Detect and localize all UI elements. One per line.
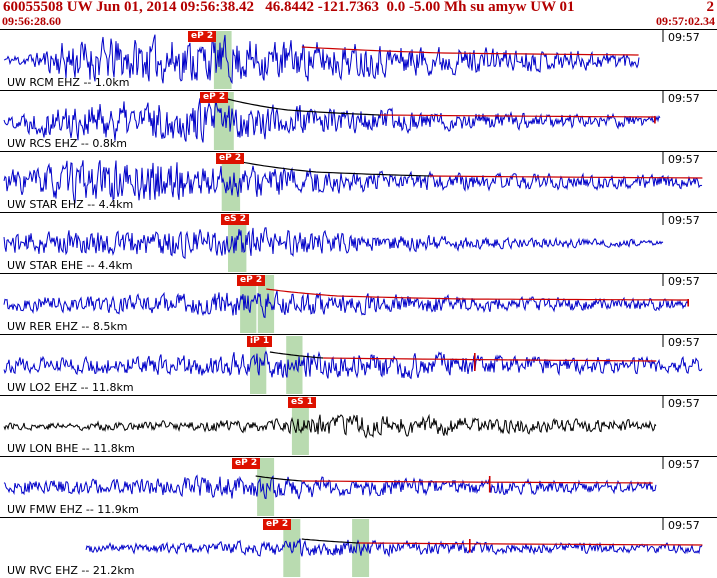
coda-decay-curve bbox=[241, 161, 430, 177]
station-label: UW LO2 EHZ -- 11.8km bbox=[7, 381, 134, 394]
coda-window-band bbox=[228, 214, 247, 272]
waveform bbox=[3, 290, 689, 319]
event-header: 60055508 UW Jun 01, 2014 09:56:38.42 46.… bbox=[0, 0, 717, 15]
coda-window-band bbox=[250, 336, 267, 394]
pick-flag[interactable]: eS 2 bbox=[221, 214, 249, 225]
coda-window-band bbox=[286, 336, 303, 394]
waveform bbox=[3, 98, 661, 143]
station-label: UW RER EHZ -- 8.5km bbox=[7, 320, 128, 333]
waveform bbox=[3, 34, 640, 85]
trace-row-RCS-EHZ[interactable]: eP 2 09:57 UW RCS EHZ -- 0.8km bbox=[0, 90, 717, 151]
coda-window-band bbox=[291, 397, 309, 455]
pick-flag[interactable]: iP 1 bbox=[247, 336, 273, 347]
station-label: UW FMW EHZ -- 11.9km bbox=[7, 503, 139, 516]
trace-plot bbox=[85, 518, 703, 577]
minute-time-label: 09:57 bbox=[668, 336, 700, 349]
event-header-extra: 2 bbox=[706, 0, 715, 15]
coda-decay-curve bbox=[266, 288, 689, 301]
pick-flag[interactable]: eP 2 bbox=[216, 153, 245, 164]
trace-row-STAR-EHE[interactable]: eS 2 09:57 UW STAR EHE -- 4.4km bbox=[0, 212, 717, 273]
station-label: UW RVC EHZ -- 21.2km bbox=[7, 564, 135, 577]
minute-time-label: 09:57 bbox=[668, 92, 700, 105]
station-label: UW STAR EHE -- 4.4km bbox=[7, 259, 133, 272]
waveform bbox=[3, 160, 703, 204]
trace-plot bbox=[3, 30, 664, 89]
trace-plot bbox=[3, 274, 690, 333]
waveform bbox=[3, 474, 657, 500]
station-label: UW RCM EHZ -- 1.0km bbox=[7, 76, 130, 89]
trace-row-RCM-EHZ[interactable]: eP 2 09:57 UW RCM EHZ -- 1.0km bbox=[0, 29, 717, 90]
station-label: UW LON BHE -- 11.8km bbox=[7, 442, 135, 455]
window-start-time: 09:56:28.60 bbox=[2, 14, 61, 28]
coda-window-band bbox=[213, 31, 232, 89]
time-window-row: 09:56:28.60 09:57:02.34 bbox=[0, 15, 717, 29]
trace-row-STAR-EHZ[interactable]: eP 2 09:57 UW STAR EHZ -- 4.4km bbox=[0, 151, 717, 212]
waveform bbox=[3, 227, 664, 260]
minute-time-label: 09:57 bbox=[668, 397, 700, 410]
minute-time-label: 09:57 bbox=[668, 458, 700, 471]
station-label: UW STAR EHZ -- 4.4km bbox=[7, 198, 134, 211]
minute-time-label: 09:57 bbox=[668, 275, 700, 288]
coda-decay-curve bbox=[301, 538, 359, 544]
trace-plot bbox=[3, 91, 664, 150]
trace-row-FMW-EHZ[interactable]: eP 2 09:57 UW FMW EHZ -- 11.9km bbox=[0, 456, 717, 517]
coda-decay-curve bbox=[227, 98, 380, 116]
waveform bbox=[85, 538, 703, 558]
station-label: UW RCS EHZ -- 0.8km bbox=[7, 137, 127, 150]
pick-flag[interactable]: eP 2 bbox=[237, 275, 266, 286]
pick-flag[interactable]: eP 2 bbox=[232, 458, 261, 469]
trace-plot bbox=[3, 396, 664, 455]
coda-decay-curve bbox=[379, 114, 655, 118]
minute-time-label: 09:57 bbox=[668, 214, 700, 227]
coda-decay-curve bbox=[301, 480, 653, 484]
window-end-time: 09:57:02.34 bbox=[656, 14, 715, 28]
trace-row-RER-EHZ[interactable]: eP 2 09:57 UW RER EHZ -- 8.5km bbox=[0, 273, 717, 334]
pick-flag[interactable]: eS 1 bbox=[288, 397, 316, 408]
coda-window-band bbox=[283, 519, 301, 577]
trace-plot bbox=[3, 213, 664, 272]
coda-decay-curve bbox=[301, 46, 639, 56]
trace-plot bbox=[3, 335, 703, 394]
coda-decay-curve bbox=[269, 351, 324, 359]
trace-plot bbox=[3, 152, 703, 211]
trace-row-RVC-EHZ[interactable]: eP 2 09:57 UW RVC EHZ -- 21.2km bbox=[0, 517, 717, 578]
trace-list: eP 2 09:57 UW RCM EHZ -- 1.0km eP 2 09:57 UW … bbox=[0, 29, 717, 578]
pick-flag[interactable]: eP 2 bbox=[200, 92, 229, 103]
coda-decay-curve bbox=[255, 475, 302, 482]
trace-row-LO2-EHZ[interactable]: iP 1 09:57 UW LO2 EHZ -- 11.8km bbox=[0, 334, 717, 395]
event-summary: 60055508 UW Jun 01, 2014 09:56:38.42 46.… bbox=[3, 0, 575, 15]
pick-flag[interactable]: eP 2 bbox=[188, 31, 217, 42]
waveform bbox=[3, 413, 657, 439]
coda-decay-curve bbox=[323, 357, 657, 362]
coda-decay-curve bbox=[429, 175, 703, 179]
waveform bbox=[3, 350, 703, 380]
coda-decay-curve bbox=[358, 542, 703, 546]
coda-window-band bbox=[257, 458, 275, 516]
coda-window-band bbox=[352, 519, 370, 577]
minute-time-label: 09:57 bbox=[668, 31, 700, 44]
minute-time-label: 09:57 bbox=[668, 519, 700, 532]
pick-flag[interactable]: eP 2 bbox=[263, 519, 292, 530]
trace-plot bbox=[3, 457, 664, 516]
minute-time-label: 09:57 bbox=[668, 153, 700, 166]
trace-row-LON-BHE[interactable]: eS 1 09:57 UW LON BHE -- 11.8km bbox=[0, 395, 717, 456]
